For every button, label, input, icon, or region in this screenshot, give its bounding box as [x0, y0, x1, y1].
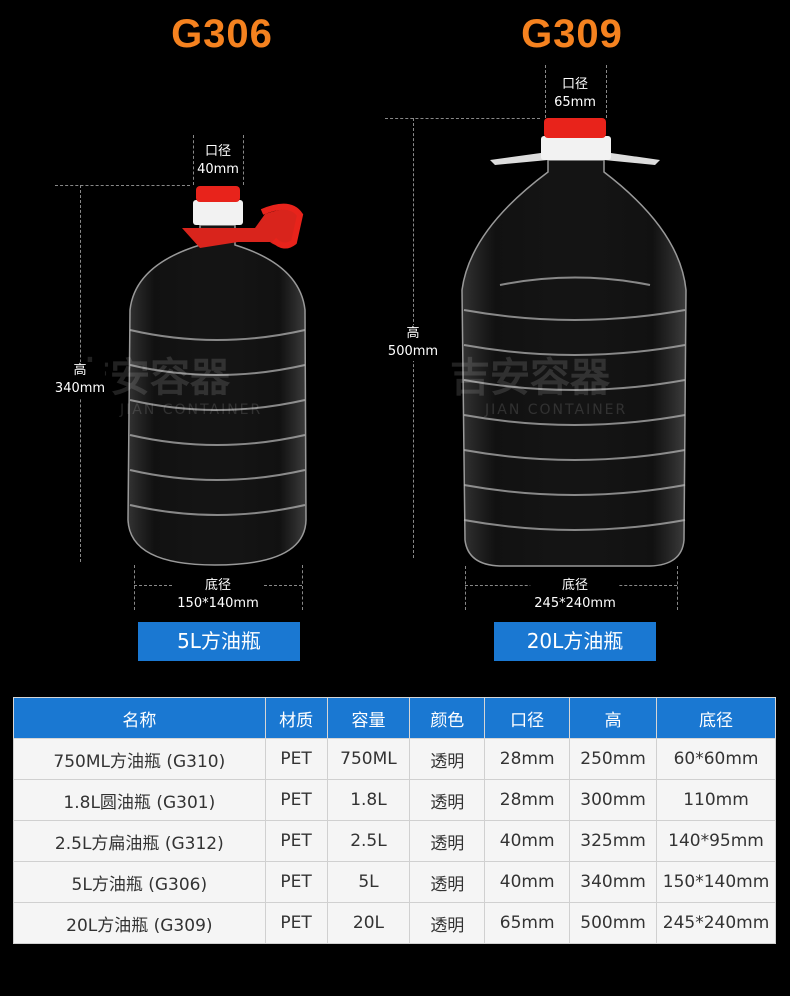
- cell-capacity: 1.8L: [326, 779, 411, 821]
- cell-base: 110mm: [656, 779, 776, 821]
- table-row: 20L方油瓶 (G309) PET 20L 透明 65mm 500mm 245*240mm: [13, 902, 776, 944]
- neck-line-right: [606, 65, 607, 118]
- model-title-g309: G309: [521, 12, 623, 56]
- cell-capacity: 2.5L: [326, 820, 411, 862]
- watermark: 吉安容器: [450, 355, 610, 401]
- header-color: 颜色: [409, 697, 486, 739]
- base-line-left: [134, 565, 135, 610]
- table-header-row: 名称 材质 容量 颜色 口径 高 底径: [13, 697, 776, 739]
- cell-color: 透明: [409, 738, 486, 780]
- cell-color: 透明: [409, 820, 486, 862]
- cell-name: 2.5L方扁油瓶 (G312): [13, 820, 266, 862]
- cell-height: 300mm: [569, 779, 658, 821]
- cell-base: 60*60mm: [656, 738, 776, 780]
- cell-neck: 65mm: [484, 902, 571, 944]
- cell-material: PET: [264, 902, 328, 944]
- base-line-right: [677, 566, 678, 610]
- cell-color: 透明: [409, 861, 486, 903]
- cell-name: 20L方油瓶 (G309): [13, 902, 266, 944]
- height-top-line: [55, 185, 190, 186]
- cell-capacity: 20L: [326, 902, 411, 944]
- product-name-label-g309: 20L方油瓶: [494, 622, 656, 661]
- model-title-g306: G306: [171, 12, 273, 56]
- base-line-left: [465, 566, 466, 610]
- spec-table: 名称 材质 容量 颜色 口径 高 底径 750ML方油瓶 (G310) PET 75…: [13, 697, 776, 944]
- header-material: 材质: [264, 697, 328, 739]
- cell-height: 250mm: [569, 738, 658, 780]
- bottles-illustration: [127, 118, 687, 567]
- header-neck: 口径: [484, 697, 571, 739]
- cell-name: 750ML方油瓶 (G310): [13, 738, 266, 780]
- neck-line-left: [545, 65, 546, 118]
- watermark-subtext: JIAN CONTAINER: [485, 402, 628, 418]
- cell-name: 5L方油瓶 (G306): [13, 861, 266, 903]
- header-base: 底径: [656, 697, 776, 739]
- height-dimension: 高 340mm: [54, 362, 106, 398]
- cell-height: 500mm: [569, 902, 658, 944]
- cell-neck: 40mm: [484, 820, 571, 862]
- height-dimension: 高 500mm: [387, 325, 439, 361]
- base-dimension: 底径 150*140mm: [173, 577, 263, 613]
- height-top-line: [385, 118, 540, 119]
- cell-material: PET: [264, 738, 328, 780]
- cell-capacity: 5L: [326, 861, 411, 903]
- cell-neck: 28mm: [484, 738, 571, 780]
- neck-line-left: [193, 135, 194, 185]
- base-dimension: 底径 245*240mm: [530, 577, 620, 613]
- table-row: 750ML方油瓶 (G310) PET 750ML 透明 28mm 250mm 60*60m…: [13, 738, 776, 780]
- neck-line-right: [243, 135, 244, 185]
- header-capacity: 容量: [326, 697, 411, 739]
- product-name-label-g306: 5L方油瓶: [138, 622, 300, 661]
- table-row: 1.8L圆油瓶 (G301) PET 1.8L 透明 28mm 300mm 110mm: [13, 779, 776, 821]
- cell-material: PET: [264, 861, 328, 903]
- cell-material: PET: [264, 820, 328, 862]
- cell-neck: 40mm: [484, 861, 571, 903]
- cell-base: 150*140mm: [656, 861, 776, 903]
- cell-height: 340mm: [569, 861, 658, 903]
- cell-name: 1.8L圆油瓶 (G301): [13, 779, 266, 821]
- base-line-right: [302, 565, 303, 610]
- neck-dimension: 口径 40mm: [197, 143, 239, 179]
- table-row: 2.5L方扁油瓶 (G312) PET 2.5L 透明 40mm 325mm 140*95m…: [13, 820, 776, 862]
- cell-color: 透明: [409, 779, 486, 821]
- header-name: 名称: [13, 697, 266, 739]
- watermark-subtext: JIAN CONTAINER: [120, 402, 263, 418]
- neck-dimension: 口径 65mm: [554, 76, 596, 112]
- cell-capacity: 750ML: [326, 738, 411, 780]
- cell-neck: 28mm: [484, 779, 571, 821]
- cell-base: 140*95mm: [656, 820, 776, 862]
- bottle-g306: [127, 186, 307, 566]
- cell-color: 透明: [409, 902, 486, 944]
- cell-base: 245*240mm: [656, 902, 776, 944]
- bottle-g309: [461, 118, 687, 567]
- header-height: 高: [569, 697, 658, 739]
- cell-height: 325mm: [569, 820, 658, 862]
- table-row: 5L方油瓶 (G306) PET 5L 透明 40mm 340mm 150*140mm: [13, 861, 776, 903]
- cell-material: PET: [264, 779, 328, 821]
